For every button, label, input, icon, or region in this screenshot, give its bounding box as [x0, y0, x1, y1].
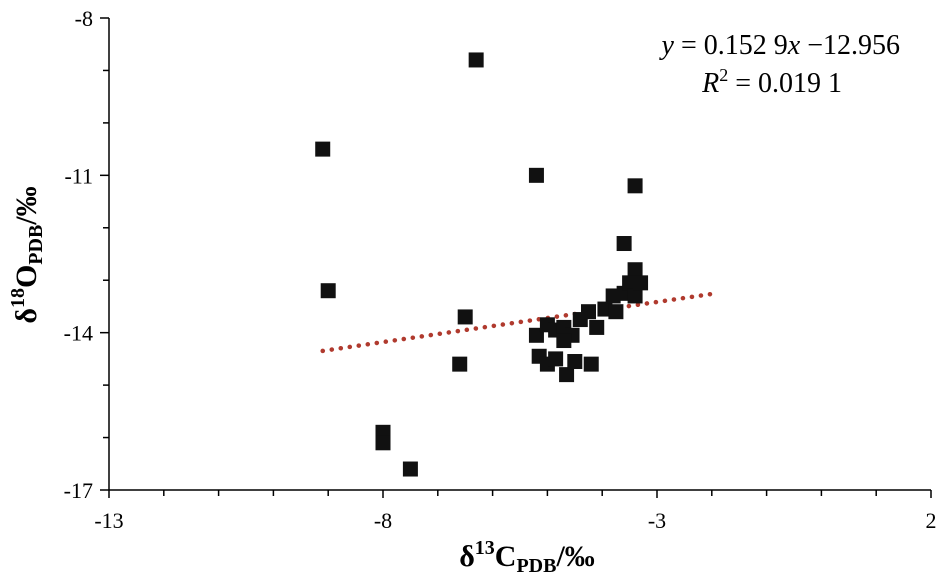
ticks: -13 -8 -3 2 -8 -11 -14 -17	[64, 6, 937, 533]
equation-label: y = 0.152 9x −12.956	[659, 30, 900, 61]
r-squared-label: R2 = 0.019 1	[701, 65, 842, 99]
data-point	[559, 367, 575, 383]
data-point	[320, 283, 336, 299]
data-point	[528, 167, 544, 183]
data-point	[608, 304, 624, 320]
x-tick-label: -13	[94, 508, 123, 533]
data-point	[468, 52, 484, 68]
y-axis-label: δ18OPDB/‰	[7, 186, 47, 323]
data-point	[315, 141, 331, 157]
x-tick-label: -3	[648, 508, 666, 533]
points-layer	[315, 52, 649, 477]
axes	[108, 18, 931, 491]
data-point	[583, 356, 599, 372]
data-point	[548, 351, 564, 367]
data-point	[556, 333, 572, 349]
data-point	[633, 275, 649, 291]
y-tick-label: -11	[64, 163, 93, 188]
x-tick-label: -8	[374, 508, 392, 533]
trendline	[320, 291, 715, 354]
data-point	[616, 236, 632, 252]
data-point	[452, 356, 468, 372]
y-tick-label: -14	[64, 321, 93, 346]
data-point	[627, 178, 643, 194]
x-tick-label: 2	[926, 508, 937, 533]
data-point	[627, 288, 643, 304]
data-point	[375, 435, 391, 451]
trendline-layer	[320, 291, 715, 354]
data-point	[402, 461, 418, 477]
data-point	[567, 354, 583, 370]
data-point	[457, 309, 473, 325]
data-point	[627, 262, 643, 278]
data-point	[581, 304, 596, 320]
y-tick-label: -8	[75, 6, 93, 31]
x-axis-label: δ13CPDB/‰	[459, 537, 595, 577]
y-tick-label: -17	[64, 478, 93, 503]
data-point	[589, 319, 605, 335]
